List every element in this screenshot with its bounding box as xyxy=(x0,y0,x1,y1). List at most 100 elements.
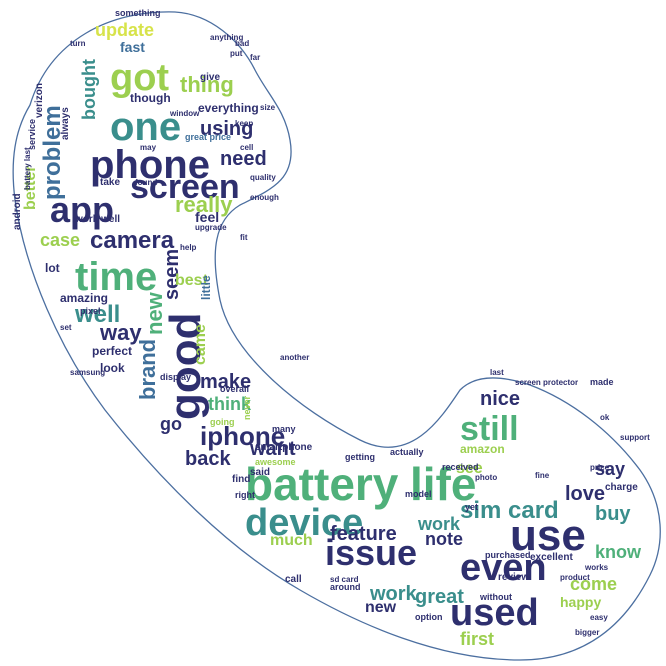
cloud-word: came xyxy=(192,324,209,365)
cloud-word: nice xyxy=(480,388,520,410)
cloud-word: much xyxy=(270,532,313,549)
cloud-word: option xyxy=(415,612,443,622)
cloud-word: sd card xyxy=(330,575,359,584)
cloud-word: many xyxy=(272,424,296,434)
cloud-word: app xyxy=(50,189,114,230)
cloud-word: enough xyxy=(250,193,279,202)
cloud-word: work xyxy=(417,514,461,534)
cloud-word: use xyxy=(510,511,586,560)
cloud-word: new xyxy=(142,291,167,335)
cloud-word: keep xyxy=(235,119,253,128)
cloud-word: excellent xyxy=(530,552,573,563)
cloud-word: samsung xyxy=(70,368,105,377)
cloud-word: know xyxy=(595,542,642,562)
cloud-word: back xyxy=(185,448,231,470)
cloud-word: want xyxy=(249,438,296,460)
cloud-word: size xyxy=(260,103,276,112)
cloud-word: iphone xyxy=(200,421,285,451)
cloud-word: go xyxy=(160,414,182,434)
cloud-word: awesome xyxy=(255,457,296,467)
cloud-word: fine xyxy=(535,471,550,480)
cloud-word: note xyxy=(425,529,463,549)
cloud-word: used xyxy=(450,592,539,634)
cloud-word: life xyxy=(410,458,476,510)
cloud-word: better xyxy=(22,166,39,210)
cloud-word: another xyxy=(280,353,309,362)
cloud-word: even xyxy=(460,547,547,589)
cloud-word: perfect xyxy=(92,344,132,358)
cloud-word: easy xyxy=(590,613,608,622)
cloud-word: turn xyxy=(70,39,86,48)
cloud-word: made xyxy=(590,377,614,387)
cloud-word: anything xyxy=(210,33,243,42)
cloud-word: something xyxy=(115,8,161,18)
cloud-word: around xyxy=(330,582,361,592)
cloud-word: cell xyxy=(240,143,253,152)
cloud-word: thing xyxy=(180,72,234,97)
cloud-word: found xyxy=(135,178,157,187)
cloud-word: service xyxy=(27,119,37,150)
cloud-word: may xyxy=(140,143,157,152)
cloud-word: issue xyxy=(325,532,417,573)
cloud-word: feel xyxy=(195,209,219,225)
cloud-word: brand xyxy=(135,339,160,400)
cloud-word: price xyxy=(590,463,610,472)
cloud-word: case xyxy=(40,230,80,250)
cloud-word: problem xyxy=(39,105,66,200)
cloud-word: first xyxy=(460,629,494,649)
cloud-word: see xyxy=(456,460,483,477)
cloud-word: give xyxy=(200,72,220,83)
cloud-word: screen protector xyxy=(515,378,578,387)
cloud-word: good xyxy=(161,312,210,420)
cloud-word: find xyxy=(232,474,250,485)
cloud-word: feature xyxy=(330,523,397,545)
cloud-word: help xyxy=(180,243,197,252)
cloud-word: come xyxy=(570,574,617,594)
cloud-word: sim card xyxy=(460,497,559,524)
cloud-word: work well xyxy=(74,214,120,225)
cloud-word: always xyxy=(60,107,71,140)
cloud-word: bad xyxy=(235,39,249,48)
cloud-word: support xyxy=(620,433,650,442)
cloud-word: though xyxy=(130,91,171,105)
cloud-word: pixel xyxy=(80,306,101,316)
cloud-word: amazing xyxy=(60,291,108,305)
cloud-word: update xyxy=(95,20,154,40)
cloud-word: love xyxy=(565,483,605,505)
cloud-word: phone xyxy=(90,143,210,187)
cloud-word: way xyxy=(99,320,142,345)
cloud-word: android xyxy=(12,193,23,230)
cloud-word: buy xyxy=(595,503,631,525)
cloud-word: bigger xyxy=(575,628,599,637)
cloud-word: actually xyxy=(390,447,424,457)
cloud-word: take xyxy=(100,177,120,188)
cloud-word: right xyxy=(235,490,255,500)
cloud-word: getting xyxy=(345,452,375,462)
cloud-word: call xyxy=(285,574,302,585)
cloud-word: happy xyxy=(560,594,601,610)
cloud-word: product xyxy=(560,573,590,582)
cloud-word: work xyxy=(369,583,418,605)
cloud-word: quality xyxy=(250,173,276,182)
cloud-word: amazon xyxy=(460,442,505,456)
cloud-word: far xyxy=(250,53,260,62)
cloud-word: screen xyxy=(130,168,240,206)
cloud-word: fast xyxy=(120,39,145,55)
cloud-word: still xyxy=(460,410,519,448)
cloud-word: lot xyxy=(45,261,60,275)
cloud-word: battery last xyxy=(23,147,32,190)
cloud-word: great price xyxy=(185,132,231,142)
cloud-word: set xyxy=(60,323,72,332)
cloud-word: yet xyxy=(465,502,478,512)
cloud-word: device xyxy=(245,502,363,544)
cloud-word: really xyxy=(175,192,233,217)
cloud-word: one xyxy=(110,105,181,149)
cloud-word: little xyxy=(199,275,213,300)
cloud-word: said xyxy=(250,467,270,478)
cloud-word: battery xyxy=(245,458,399,510)
cloud-word: photo xyxy=(475,473,497,482)
cloud-word: everything xyxy=(198,101,259,115)
cloud-word: charge xyxy=(605,482,638,493)
cloud-word: works xyxy=(584,563,609,572)
